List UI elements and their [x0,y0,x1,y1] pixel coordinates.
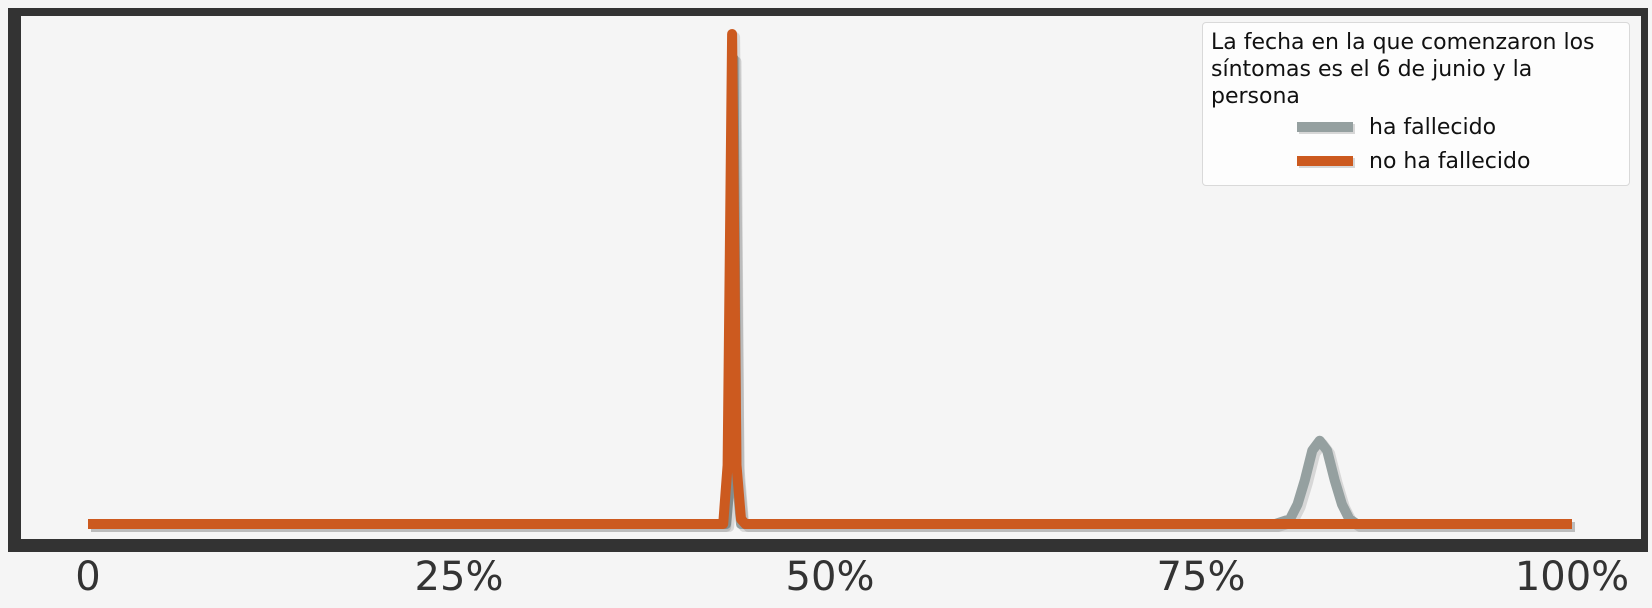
x-tick-label: 0 [75,554,100,600]
legend-swatch-no-ha-fallecido [1297,156,1355,168]
legend: La fecha en la que comenzaron los síntom… [1202,22,1630,186]
legend-entry-ha-fallecido: ha fallecido [1297,110,1621,144]
legend-label: ha fallecido [1369,114,1497,140]
legend-swatch-ha-fallecido [1297,122,1355,134]
x-axis-ticks: 0 25% 50% 75% 100% [75,554,1629,600]
x-tick-label: 75% [1157,554,1246,600]
series-layer [88,29,1575,532]
x-tick-label: 100% [1515,554,1629,600]
x-tick-label: 50% [786,554,875,600]
legend-title: La fecha en la que comenzaron los síntom… [1211,30,1595,109]
legend-label: no ha fallecido [1369,148,1531,174]
series-line-1 [88,29,1572,529]
legend-entry-no-ha-fallecido: no ha fallecido [1297,144,1621,178]
x-tick-label: 25% [415,554,504,600]
